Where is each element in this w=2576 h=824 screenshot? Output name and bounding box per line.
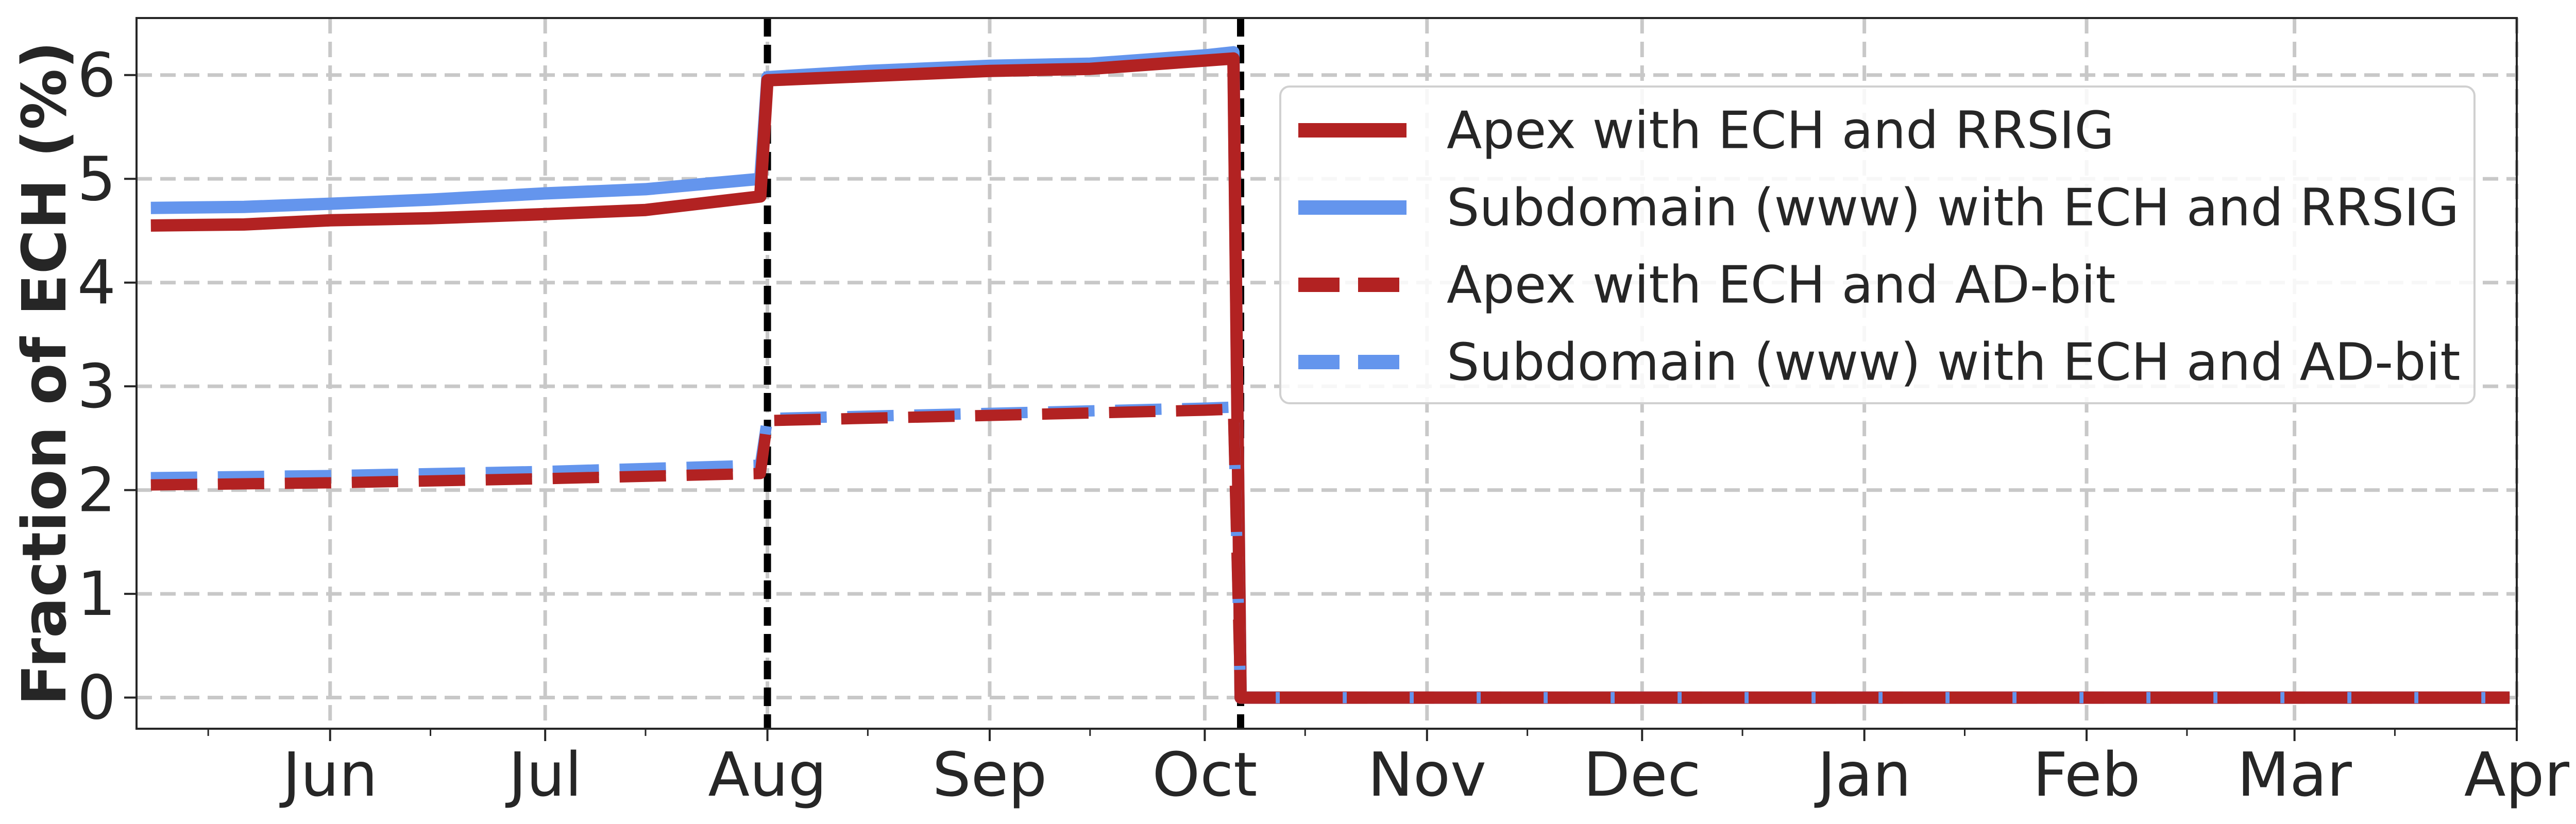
y-tick-label: 3 xyxy=(77,351,116,422)
legend-label: Apex with ECH and AD-bit xyxy=(1447,255,2115,315)
series-line-0 xyxy=(150,52,2510,704)
legend-frame xyxy=(1279,85,2476,404)
x-tick-label: Feb xyxy=(2033,739,2141,810)
plot-frame xyxy=(135,17,2518,730)
y-tick-label: 2 xyxy=(77,455,116,526)
x-tick-label: Mar xyxy=(2237,739,2352,810)
y-tick-label: 6 xyxy=(77,40,116,111)
x-tick-label: Sep xyxy=(933,739,1047,810)
series-line-2 xyxy=(150,403,2510,703)
x-tick-label: Nov xyxy=(1368,739,1486,810)
series-layer xyxy=(150,46,2510,704)
legend: Apex with ECH and RRSIG Subdomain (www) w… xyxy=(1279,85,2476,404)
y-axis-ticks: 0 1 2 3 4 5 6 xyxy=(77,40,137,733)
y-tick-label: 4 xyxy=(77,247,116,318)
x-tick-label: Oct xyxy=(1152,739,1257,810)
x-tick-label: Jul xyxy=(505,739,582,810)
legend-label: Subdomain (www) with ECH and RRSIG xyxy=(1447,178,2459,238)
x-axis-ticks: Jun Jul Aug Sep Oct Nov Dec Jan Feb Mar Apr xyxy=(207,729,2570,810)
legend-label: Apex with ECH and RRSIG xyxy=(1447,100,2114,161)
y-tick-label: 1 xyxy=(77,558,116,629)
vertical-markers xyxy=(764,18,1245,729)
legend-label: Subdomain (www) with ECH and AD-bit xyxy=(1447,332,2461,392)
y-tick-label: 5 xyxy=(77,143,116,214)
x-tick-label: Jan xyxy=(1814,739,1911,810)
x-tick-label: Apr xyxy=(2464,739,2570,810)
x-tick-label: Dec xyxy=(1583,739,1701,810)
series-line-3 xyxy=(150,401,2510,703)
x-tick-label: Jun xyxy=(279,739,378,810)
y-tick-label: 0 xyxy=(77,662,116,733)
x-tick-label: Aug xyxy=(708,739,826,810)
y-axis-title: Fraction of ECH (%) xyxy=(9,41,80,706)
